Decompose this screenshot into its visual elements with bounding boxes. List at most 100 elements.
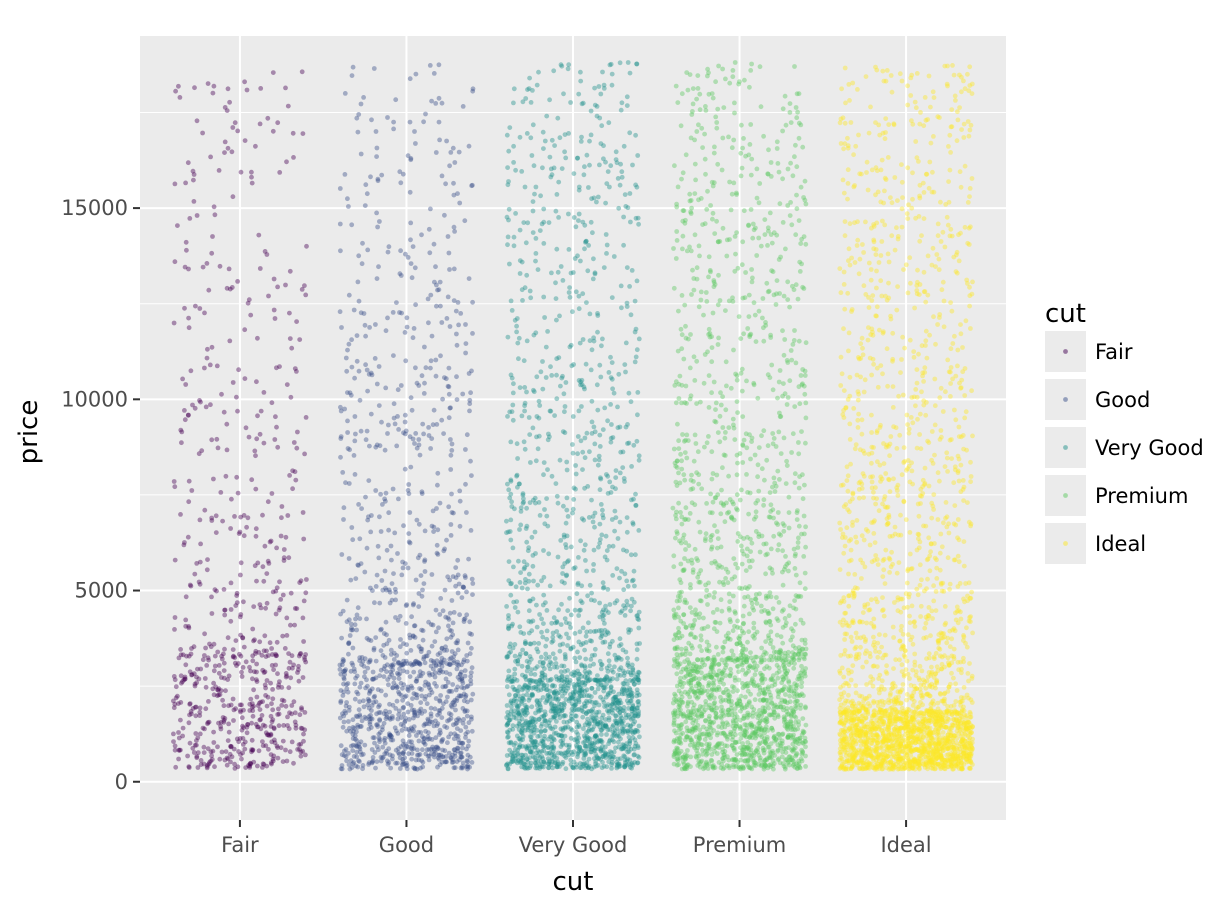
data-point: [212, 764, 217, 770]
data-point: [382, 736, 388, 741]
data-point: [586, 620, 591, 626]
data-point: [524, 505, 529, 511]
data-point: [465, 683, 471, 689]
data-point: [230, 696, 236, 702]
data-point: [458, 672, 463, 678]
data-point: [530, 88, 535, 93]
data-point: [681, 472, 687, 478]
data-point: [186, 653, 192, 659]
data-point: [429, 572, 435, 577]
data-point: [445, 294, 451, 300]
data-point: [470, 86, 476, 92]
data-point: [549, 661, 554, 666]
data-point: [388, 647, 394, 653]
data-point: [410, 696, 415, 701]
data-point: [456, 716, 461, 722]
data-point: [633, 354, 639, 360]
data-point: [386, 637, 392, 643]
data-point: [250, 748, 256, 753]
data-point: [560, 693, 565, 699]
data-point: [777, 410, 782, 416]
data-point: [354, 627, 359, 633]
data-point: [513, 740, 518, 746]
data-point: [182, 408, 187, 413]
data-point: [690, 101, 696, 107]
data-point: [541, 764, 546, 770]
data-point: [431, 71, 437, 76]
data-point: [528, 135, 534, 141]
data-point: [520, 298, 525, 303]
data-point: [717, 298, 723, 303]
data-point: [582, 455, 588, 461]
data-point: [747, 334, 753, 340]
data-point: [577, 629, 583, 635]
data-point: [405, 565, 411, 571]
data-point: [392, 421, 398, 427]
data-point: [235, 764, 241, 770]
data-point: [451, 699, 457, 705]
data-point: [693, 441, 699, 446]
data-point: [231, 718, 236, 723]
data-point: [206, 657, 212, 663]
data-point: [385, 115, 390, 120]
data-point: [554, 317, 559, 323]
data-point: [396, 496, 401, 502]
data-point: [272, 437, 278, 442]
data-point: [250, 626, 256, 632]
data-point: [350, 748, 356, 753]
data-point: [383, 708, 388, 714]
data-point: [513, 211, 518, 216]
data-point: [610, 638, 615, 644]
data-point: [297, 337, 303, 342]
data-point: [444, 537, 449, 543]
data-point: [521, 496, 526, 502]
data-point: [287, 659, 293, 665]
data-point: [585, 716, 590, 722]
data-point: [584, 700, 590, 705]
data-point: [606, 759, 612, 765]
data-point: [774, 146, 780, 151]
data-point: [455, 659, 460, 665]
data-point: [745, 326, 751, 331]
data-point: [390, 714, 395, 719]
data-point: [244, 730, 250, 736]
data-point: [380, 502, 385, 507]
data-point: [341, 669, 346, 675]
data-point: [384, 632, 389, 638]
data-point: [618, 283, 624, 289]
data-point: [428, 663, 434, 669]
data-point: [586, 243, 591, 248]
data-point: [396, 672, 401, 677]
data-point: [508, 759, 514, 765]
data-point: [694, 358, 700, 364]
data-point: [575, 155, 580, 161]
data-point: [182, 540, 187, 545]
data-point: [768, 546, 774, 552]
data-point: [407, 729, 413, 734]
data-point: [545, 329, 550, 334]
data-point: [244, 724, 250, 730]
data-point: [615, 404, 620, 410]
data-point: [180, 733, 186, 739]
data-point: [172, 627, 177, 632]
data-point: [399, 728, 405, 733]
data-point: [404, 650, 410, 656]
data-point: [703, 531, 709, 537]
data-point: [416, 660, 422, 666]
data-point: [297, 746, 302, 752]
data-point: [266, 653, 271, 658]
data-point: [573, 713, 579, 719]
data-point: [452, 731, 458, 737]
data-point: [803, 340, 809, 346]
data-point: [581, 756, 587, 761]
data-point: [261, 762, 267, 767]
data-point: [288, 590, 294, 596]
data-point: [414, 766, 420, 772]
data-point: [793, 142, 798, 148]
data-point: [242, 79, 248, 85]
data-point: [622, 762, 628, 768]
data-point: [401, 658, 406, 664]
data-point: [417, 452, 423, 458]
data-point: [373, 129, 379, 134]
data-point: [431, 524, 437, 530]
